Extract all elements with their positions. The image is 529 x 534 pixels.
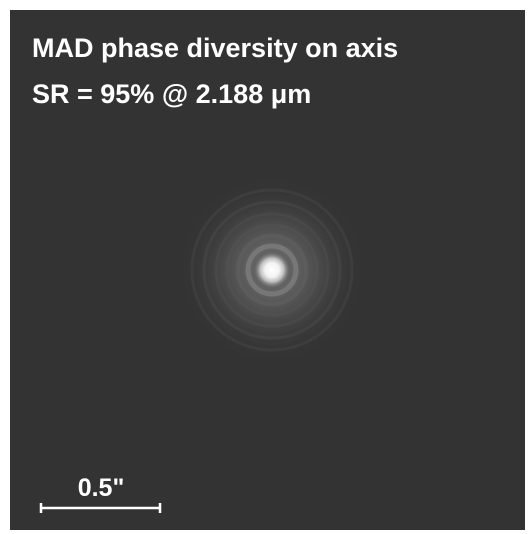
image: MAD phase diversity on axis SR = 95% @ 2… (0, 0, 529, 534)
psf-core (252, 250, 292, 290)
title: MAD phase diversity on axis (32, 33, 398, 63)
psf (177, 175, 367, 365)
scale-bar-label: 0.5" (78, 474, 125, 502)
page: MAD phase diversity on axis SR = 95% @ 2… (0, 0, 529, 534)
subtitle: SR = 95% @ 2.188 μm (32, 79, 311, 109)
